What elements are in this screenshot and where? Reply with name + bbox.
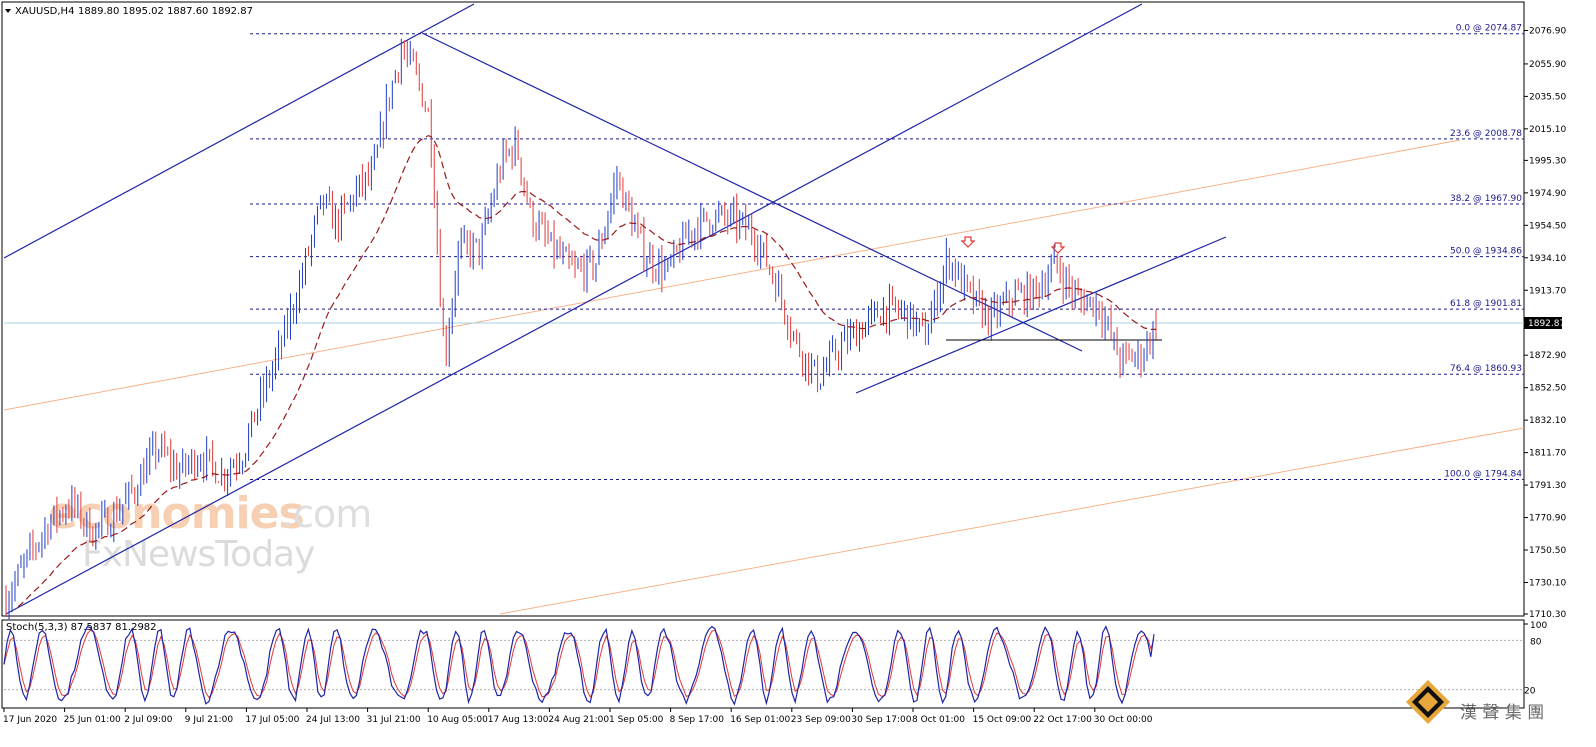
fib-level-label: 61.8 @ 1901.81 (1450, 299, 1522, 309)
moving-average-line (17, 134, 1157, 608)
y-tick-label: 2076.90 (1529, 27, 1566, 37)
support-trendline[interactable] (855, 236, 1227, 394)
fib-level-label: 23.6 @ 2008.78 (1450, 129, 1522, 139)
stoch-tick-label: 100 (1530, 621, 1547, 631)
price-tag: 1892.87 (1524, 317, 1565, 329)
x-tick-label: 17 Jul 05:00 (245, 715, 299, 725)
price-axis[interactable]: 2076.90 2055.90 2035.50 2015.10 1995.30 1974.… (1524, 27, 1566, 621)
triangle-down-icon[interactable] (5, 9, 11, 13)
price-tag-label: 1892.87 (1528, 319, 1565, 329)
y-tick-label: 1852.50 (1529, 384, 1566, 394)
y-tick-label: 1791.30 (1529, 481, 1566, 491)
watermark-fxnewstoday: FxNewsToday (82, 534, 315, 575)
x-tick-label: 24 Jul 13:00 (306, 715, 360, 725)
uptrend-channel-upper[interactable] (3, 3, 475, 259)
x-tick-label: 8 Sep 17:00 (670, 715, 725, 725)
x-tick-label: 25 Jun 01:00 (64, 715, 121, 725)
y-tick-label: 1710.30 (1529, 610, 1566, 620)
y-tick-label: 1954.50 (1529, 221, 1566, 231)
orange-channel-lower[interactable] (499, 427, 1525, 615)
orange-channel-upper[interactable] (3, 139, 1461, 411)
x-tick-label: 10 Aug 05:00 (427, 715, 488, 725)
fibonacci-levels[interactable]: 0.0 @ 2074.87 23.6 @ 2008.78 38.2 @ 1967.9… (250, 24, 1524, 480)
watermark-economies: economies (48, 488, 304, 539)
ohlc-values: 1889.80 1895.02 1887.60 1892.87 (78, 6, 253, 17)
y-tick-label: 2035.50 (1529, 92, 1566, 102)
brand-logo: 漢 聲 集 團 (1406, 680, 1544, 724)
fib-level-label: 76.4 @ 1860.93 (1450, 364, 1522, 374)
x-tick-label: 31 Jul 21:00 (367, 715, 421, 725)
y-tick-label: 1974.90 (1529, 189, 1566, 199)
uptrend-channel-lower[interactable] (5, 3, 1143, 615)
time-axis[interactable]: 17 Jun 2020 25 Jun 01:00 2 Jul 09:00 9 Jul … (3, 708, 1153, 725)
x-tick-label: 17 Aug 13:00 (488, 715, 549, 725)
x-tick-label: 30 Oct 00:00 (1094, 715, 1153, 725)
y-tick-label: 1832.10 (1529, 416, 1566, 426)
symbol-label: XAUUSD,H4 (15, 6, 74, 17)
brand-text: 漢 聲 集 團 (1460, 703, 1544, 723)
stoch-main-line (3, 625, 1155, 706)
diamond-logo-icon (1406, 680, 1450, 724)
down-arrow-icon (960, 236, 976, 248)
fib-level-label: 100.0 @ 1794.84 (1444, 469, 1522, 479)
x-tick-label: 24 Aug 21:00 (548, 715, 609, 725)
y-tick-label: 1934.10 (1529, 254, 1566, 264)
fib-level-label: 50.0 @ 1934.86 (1450, 247, 1522, 257)
watermark: economies .com FxNewsToday (48, 488, 372, 575)
fib-level-label: 38.2 @ 1967.90 (1450, 194, 1522, 204)
stoch-tick-label: 80 (1530, 637, 1542, 647)
x-tick-label: 17 Jun 2020 (3, 715, 57, 725)
x-tick-label: 22 Oct 17:00 (1033, 715, 1092, 725)
fib-level-label: 0.0 @ 2074.87 (1456, 24, 1522, 34)
x-tick-label: 15 Oct 09:00 (973, 715, 1032, 725)
x-tick-label: 30 Sep 17:00 (851, 715, 911, 725)
y-tick-label: 1872.90 (1529, 351, 1566, 361)
stoch-header: Stoch(5,3,3) 87.5837 81.2982 (6, 622, 157, 633)
watermark-dotcom: .com (282, 492, 371, 536)
x-tick-label: 2 Jul 09:00 (124, 715, 173, 725)
y-tick-label: 1730.10 (1529, 578, 1566, 588)
y-tick-label: 1995.30 (1529, 156, 1566, 166)
x-tick-label: 8 Oct 01:00 (912, 715, 965, 725)
y-tick-label: 1750.50 (1529, 546, 1566, 556)
y-tick-label: 1770.90 (1529, 514, 1566, 524)
y-tick-label: 1811.70 (1529, 449, 1566, 459)
down-arrow-markers (960, 236, 1066, 254)
stoch-tick-label: 20 (1524, 687, 1536, 697)
x-tick-label: 16 Sep 01:00 (730, 715, 790, 725)
y-tick-label: 1913.70 (1529, 286, 1566, 296)
stochastic-oscillator: 100 80 20 (3, 621, 1547, 706)
x-tick-label: 9 Jul 21:00 (185, 715, 234, 725)
chart-header: XAUUSD,H4 1889.80 1895.02 1887.60 1892.8… (5, 6, 253, 633)
oscillator-pane-frame (1, 619, 1525, 709)
x-tick-label: 23 Sep 09:00 (791, 715, 851, 725)
y-tick-label: 2015.10 (1529, 125, 1566, 135)
x-tick-label: 1 Sep 05:00 (609, 715, 664, 725)
down-arrow-icon (1050, 242, 1066, 254)
y-tick-label: 2055.90 (1529, 60, 1566, 70)
